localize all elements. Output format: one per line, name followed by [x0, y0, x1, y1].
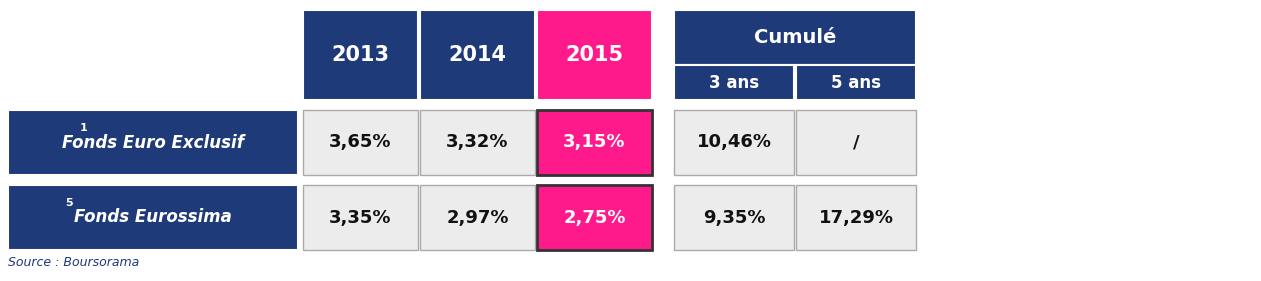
- Text: Source : Boursorama: Source : Boursorama: [8, 255, 139, 269]
- Text: 1: 1: [79, 123, 87, 133]
- Bar: [420, 10, 535, 100]
- Bar: [796, 110, 915, 175]
- Bar: [420, 185, 535, 250]
- Bar: [673, 10, 915, 65]
- Bar: [537, 10, 652, 100]
- Text: 2,75%: 2,75%: [564, 209, 625, 226]
- Text: 3,65%: 3,65%: [329, 133, 392, 151]
- Text: 3,15%: 3,15%: [564, 133, 625, 151]
- Text: /: /: [852, 133, 859, 151]
- Bar: [303, 185, 417, 250]
- Text: 3,32%: 3,32%: [446, 133, 508, 151]
- Text: 17,29%: 17,29%: [818, 209, 894, 226]
- Bar: [673, 185, 794, 250]
- Bar: [8, 110, 298, 175]
- Bar: [673, 110, 794, 175]
- Text: 3 ans: 3 ans: [709, 74, 759, 92]
- Text: 3,35%: 3,35%: [329, 209, 392, 226]
- Bar: [796, 65, 915, 100]
- Text: 5 ans: 5 ans: [831, 74, 881, 92]
- Text: Fonds Eurossima: Fonds Eurossima: [74, 209, 232, 226]
- Text: 2015: 2015: [565, 45, 623, 65]
- Text: 2,97%: 2,97%: [446, 209, 508, 226]
- Bar: [673, 65, 794, 100]
- Text: Cumulé: Cumulé: [754, 28, 836, 47]
- Bar: [420, 110, 535, 175]
- Text: 2013: 2013: [332, 45, 390, 65]
- Text: 9,35%: 9,35%: [702, 209, 765, 226]
- Text: Fonds Euro Exclusif: Fonds Euro Exclusif: [62, 133, 243, 151]
- Bar: [303, 10, 417, 100]
- Bar: [537, 110, 652, 175]
- Text: 2014: 2014: [449, 45, 507, 65]
- Bar: [537, 185, 652, 250]
- Text: 5: 5: [66, 198, 73, 208]
- Bar: [796, 185, 915, 250]
- Bar: [8, 185, 298, 250]
- Bar: [303, 110, 417, 175]
- Text: 10,46%: 10,46%: [696, 133, 772, 151]
